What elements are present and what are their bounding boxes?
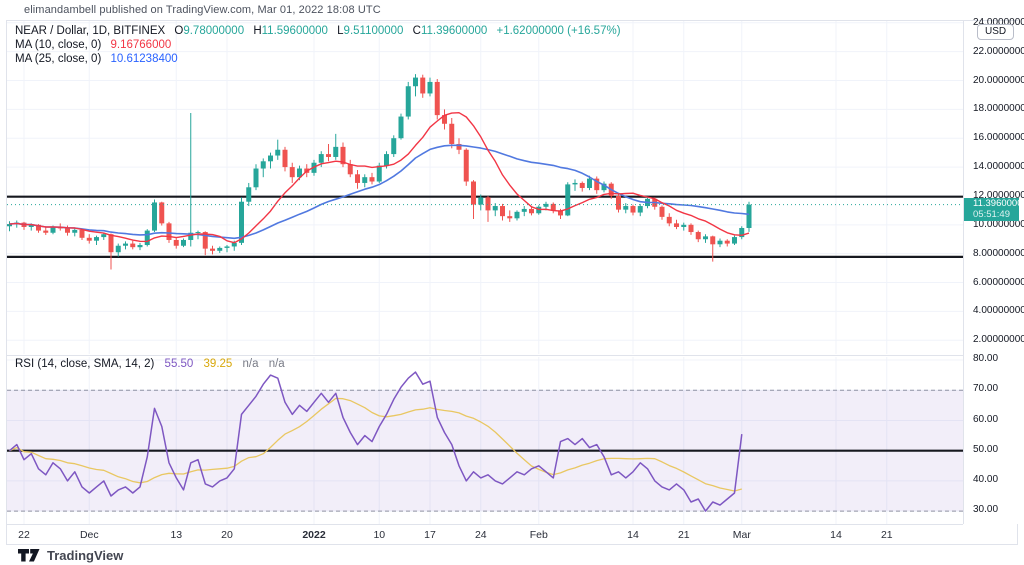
price-tick-label: 16.00000000 xyxy=(973,132,1024,144)
price-grid xyxy=(7,21,963,354)
footer-bar: TradingView xyxy=(6,546,1018,565)
price-pane-legend: NEAR / Dollar, 1D, BITFINEX O9.78000000 … xyxy=(15,24,621,66)
currency-toggle-button[interactable]: USD xyxy=(977,24,1015,40)
rsi-ma-value: 39.25 xyxy=(203,358,233,370)
ma10-legend-row: MA (10, close, 0) 9.16766000 xyxy=(15,38,621,52)
last-price-label: 11.39600000 05:51:49 xyxy=(964,197,1024,221)
time-tick-label: 22 xyxy=(18,529,30,541)
low-label: L xyxy=(337,25,344,37)
price-tick-label: 10.00000000 xyxy=(973,218,1024,230)
ma25-label: MA (25, close, 0) xyxy=(15,53,102,65)
time-tick-label: 21 xyxy=(880,529,893,541)
rsi-ma-line xyxy=(9,397,742,492)
ma10-label: MA (10, close, 0) xyxy=(15,39,102,51)
open-value: 9.78000000 xyxy=(183,25,245,37)
tradingview-logo-icon[interactable] xyxy=(18,549,40,562)
rsi-tick-label: 80.00 xyxy=(973,353,999,364)
rsi-grid xyxy=(7,357,963,525)
ma25-value: 10.61238400 xyxy=(110,53,178,65)
time-tick-label: 17 xyxy=(424,529,436,541)
time-tick-label: 10 xyxy=(373,529,386,541)
last-price-value: 11.39600000 xyxy=(973,197,1024,209)
symbol-title: NEAR / Dollar, 1D, BITFINEX xyxy=(15,25,166,37)
rsi-tick-label: 60.00 xyxy=(973,413,999,425)
ma10-value: 9.16766000 xyxy=(110,39,172,51)
time-tick-label: Dec xyxy=(79,529,99,541)
price-tick-label: 14.00000000 xyxy=(973,161,1024,173)
rsi-tick-label: 40.00 xyxy=(973,473,999,485)
price-tick-label: 4.00000000 xyxy=(973,305,1024,317)
time-tick-label: 14 xyxy=(627,529,639,541)
chart-frame: NEAR / Dollar, 1D, BITFINEX O9.78000000 … xyxy=(6,17,1024,545)
ma10-line xyxy=(9,112,750,244)
time-tick-label: 24 xyxy=(474,529,487,541)
rsi-line xyxy=(9,371,743,512)
rsi-label: RSI (14, close, SMA, 14, 2) xyxy=(15,358,155,370)
time-tick-label: 20 xyxy=(221,529,233,541)
high-label: H xyxy=(253,25,262,37)
rsi-tick-label: 30.00 xyxy=(973,504,999,516)
rsi-tick-label: 50.00 xyxy=(973,443,999,455)
rsi-pane[interactable] xyxy=(7,355,963,525)
rsi-tick-label: 70.00 xyxy=(973,383,999,395)
rsi-value: 55.50 xyxy=(164,358,194,370)
high-value: 11.59600000 xyxy=(261,25,328,37)
rsi-na-value-2: n/a xyxy=(268,358,285,370)
price-tick-label: 20.00000000 xyxy=(973,74,1024,86)
price-tick-label: 24.00000000 xyxy=(973,16,1024,28)
low-value: 9.51100000 xyxy=(343,25,404,37)
attribution-text: elimandambell published on TradingView.c… xyxy=(24,4,381,16)
price-tick-label: 12.00000000 xyxy=(973,189,1024,201)
symbol-legend-row: NEAR / Dollar, 1D, BITFINEX O9.78000000 … xyxy=(15,24,621,38)
time-tick-label: 2022 xyxy=(302,529,326,541)
countdown-timer: 05:51:49 xyxy=(973,208,1010,220)
price-tick-label: 22.00000000 xyxy=(973,45,1024,57)
time-axis[interactable]: 22 Dec 13 20 2022 10 17 24 Feb 14 21 Mar 14 21 xyxy=(7,524,963,545)
drawn-horizontal-levels xyxy=(7,195,963,258)
tradingview-brand-link[interactable]: TradingView xyxy=(47,548,124,563)
price-tick-label: 18.00000000 xyxy=(973,103,1024,115)
rsi-legend-row: RSI (14, close, SMA, 14, 2) 55.50 39.25 … xyxy=(15,358,285,370)
time-tick-label: 21 xyxy=(677,529,690,541)
ma25-line xyxy=(9,144,750,240)
time-tick-label: Mar xyxy=(732,529,751,541)
price-tick-label: 6.00000000 xyxy=(973,276,1024,288)
price-pane[interactable]: NEAR / Dollar, 1D, BITFINEX O9.78000000 … xyxy=(7,21,963,354)
price-tick-label: 2.00000000 xyxy=(973,334,1024,346)
time-tick-label: 14 xyxy=(830,529,842,541)
price-axis[interactable]: 24.00000000 22.00000000 20.00000000 18.0000… xyxy=(963,17,1024,524)
open-label: O xyxy=(174,25,184,37)
price-chart-canvas[interactable] xyxy=(7,21,963,354)
time-tick-label: Feb xyxy=(529,529,548,541)
close-label: C xyxy=(412,25,421,37)
close-value: 11.39600000 xyxy=(420,25,488,37)
time-tick-label: 13 xyxy=(170,529,183,541)
price-tick-label: 8.00000000 xyxy=(973,247,1024,259)
rsi-chart-canvas[interactable] xyxy=(7,357,963,525)
rsi-na-value-1: n/a xyxy=(242,358,259,370)
ma25-legend-row: MA (25, close, 0) 10.61238400 xyxy=(15,52,621,66)
change-value: +1.62000000 (+16.57%) xyxy=(496,25,621,37)
